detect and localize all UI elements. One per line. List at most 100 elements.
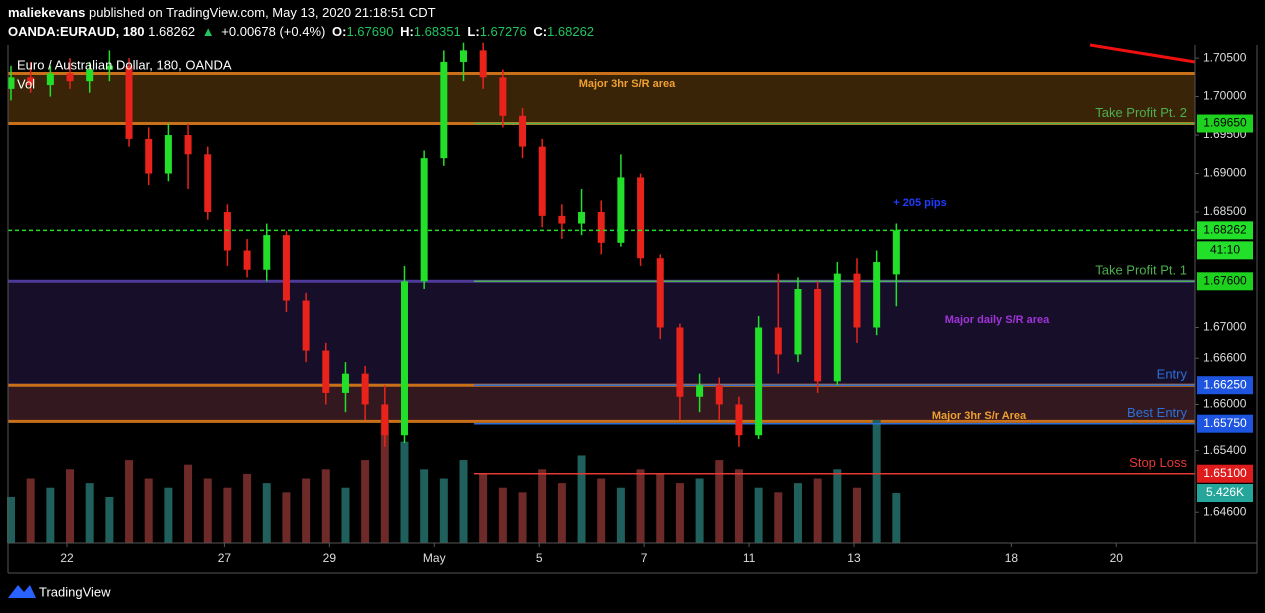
volume-bar xyxy=(833,469,842,543)
zones: Major 3hr S/R area Major daily S/R area Ma… xyxy=(8,71,1195,423)
h-label: H: xyxy=(400,24,414,39)
last-volume-box xyxy=(1197,484,1253,503)
level-price-box xyxy=(1197,414,1253,433)
candle-body xyxy=(499,77,507,116)
volume-bar xyxy=(105,496,114,543)
zone xyxy=(8,281,1195,386)
candle-body xyxy=(755,327,763,436)
level-price: 1.69650 xyxy=(1203,116,1247,130)
header-line-2: OANDA:EURAUD, 180 1.68262 ▲ +0.00678 (+0… xyxy=(8,24,597,39)
candle-body xyxy=(735,404,743,436)
x-tick-label: May xyxy=(423,551,446,565)
candle-body xyxy=(7,77,15,89)
volume-bar xyxy=(656,473,665,543)
y-tick-label: 1.64600 xyxy=(1203,504,1247,518)
countdown-box xyxy=(1197,241,1253,260)
l-value: 1.67276 xyxy=(479,24,527,39)
volume-bar xyxy=(754,487,763,543)
candle-body xyxy=(676,327,684,397)
volume-bar xyxy=(675,483,684,543)
y-tick-label: 1.69000 xyxy=(1203,166,1247,180)
level-price: 1.65750 xyxy=(1203,416,1247,430)
volume-bar xyxy=(892,493,901,543)
candle-body xyxy=(263,235,271,270)
candle-body xyxy=(538,146,546,216)
volume-bar xyxy=(518,492,527,543)
x-tick-label: 11 xyxy=(743,551,756,565)
x-tick-label: 7 xyxy=(641,551,648,565)
level-price: 1.67600 xyxy=(1203,273,1247,287)
level-price-box xyxy=(1197,272,1253,291)
candle-body xyxy=(341,373,349,393)
volume-bar xyxy=(7,496,15,543)
y-tick-label: 1.67000 xyxy=(1203,320,1247,334)
candle-body xyxy=(164,135,172,174)
volume-bar xyxy=(420,469,429,543)
candle-body xyxy=(302,300,310,351)
level-label: Stop Loss xyxy=(1129,455,1187,470)
candle-body xyxy=(204,154,212,213)
volume-bar xyxy=(479,473,488,543)
y-tick-label: 1.68500 xyxy=(1203,204,1247,218)
volume-bar xyxy=(439,478,448,543)
candle-body xyxy=(66,73,74,82)
candle-body xyxy=(519,115,527,147)
logo: TradingView xyxy=(8,584,111,599)
volume-bar xyxy=(715,460,724,543)
candle-body xyxy=(833,273,841,382)
zone xyxy=(8,73,1195,124)
l-label: L: xyxy=(467,24,480,39)
candle-body xyxy=(715,385,723,405)
candle-body xyxy=(125,65,133,139)
volume-title: Vol xyxy=(17,76,35,91)
volume-bar xyxy=(223,487,232,543)
candle-body xyxy=(223,212,231,251)
volume-bar xyxy=(46,487,55,543)
volume-bar xyxy=(125,460,134,543)
level-label: Best Entry xyxy=(1127,405,1187,420)
candle-body xyxy=(617,177,625,243)
x-tick-label: 29 xyxy=(323,551,337,565)
volume-bar xyxy=(184,464,193,543)
candle-body xyxy=(381,404,389,436)
last-price-box xyxy=(1197,221,1253,240)
zone xyxy=(8,385,1195,422)
candle-body xyxy=(637,177,645,259)
o-value: 1.67690 xyxy=(346,24,394,39)
header-line-1: maliekevans published on TradingView.com… xyxy=(8,5,439,20)
candle-body xyxy=(322,350,330,393)
change: +0.00678 (+0.4%) xyxy=(221,24,326,39)
last-price: 1.68262 xyxy=(1203,223,1247,237)
x-tick-label: 20 xyxy=(1110,551,1124,565)
candle-body xyxy=(105,65,113,70)
y-tick-label: 1.66600 xyxy=(1203,350,1247,364)
volume-bar xyxy=(302,478,311,543)
y-tick-label: 1.65400 xyxy=(1203,443,1247,457)
volume-bar xyxy=(636,469,645,543)
y-tick-label: 1.70500 xyxy=(1203,50,1247,64)
candle-body xyxy=(656,258,664,328)
volume-bar xyxy=(341,487,350,543)
axes: 1.705001.700001.695001.690001.685001.670… xyxy=(60,50,1253,565)
candle-body xyxy=(361,373,369,405)
volume-bar xyxy=(813,478,822,543)
volume-bar xyxy=(557,483,566,543)
time-axis-bg xyxy=(0,543,1265,613)
candle-body xyxy=(853,273,861,328)
volume-bar xyxy=(852,487,861,543)
volume-pane xyxy=(7,420,901,543)
volume-bar xyxy=(734,469,743,543)
level-label: Take Profit Pt. 2 xyxy=(1095,105,1187,120)
candle-body xyxy=(46,73,54,86)
volume-bar xyxy=(164,487,173,543)
candle-body xyxy=(696,385,704,397)
candle-body xyxy=(420,158,428,282)
level-label: Entry xyxy=(1157,367,1188,382)
volume-bar xyxy=(538,469,547,543)
logo-icon xyxy=(8,585,36,598)
zone-label: Major 3hr S/R area xyxy=(579,78,676,90)
level-price: 1.66250 xyxy=(1203,377,1247,391)
y-tick-label: 1.66000 xyxy=(1203,397,1247,411)
volume-bar xyxy=(793,483,802,543)
